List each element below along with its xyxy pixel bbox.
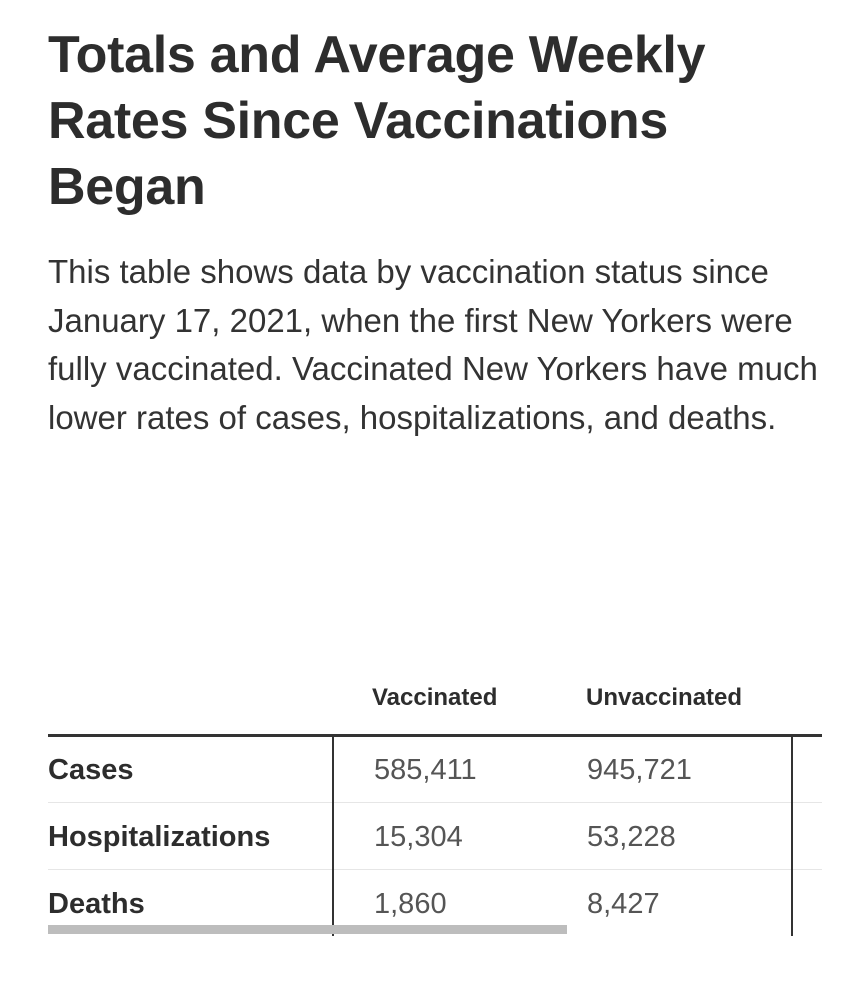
row-label: Cases xyxy=(48,754,134,786)
column-header-unvaccinated: Unvaccinated xyxy=(586,684,743,711)
column-header-vaccinated: Vaccinated xyxy=(372,684,498,711)
cell-vaccinated: 15,304 xyxy=(374,821,463,853)
data-table: Vaccinated Unvaccinated Cases 585,411 94… xyxy=(48,670,822,936)
horizontal-scrollbar[interactable] xyxy=(48,925,567,934)
column-divider-right xyxy=(791,737,793,936)
cell-vaccinated: 1,860 xyxy=(374,888,447,920)
table-header-row: Vaccinated Unvaccinated xyxy=(48,670,822,737)
header-divider xyxy=(48,734,822,737)
table-row-deaths: Deaths 1,860 8,427 xyxy=(48,870,822,936)
page-title: Totals and Average Weekly Rates Since Va… xyxy=(48,26,706,216)
table-row-hospitalizations: Hospitalizations 15,304 53,228 xyxy=(48,803,822,870)
cell-unvaccinated: 8,427 xyxy=(587,888,660,920)
row-label: Deaths xyxy=(48,888,145,920)
cell-unvaccinated: 53,228 xyxy=(587,821,676,853)
intro-paragraph: This table shows data by vaccination sta… xyxy=(48,253,818,436)
cell-vaccinated: 585,411 xyxy=(374,754,477,786)
table-body: Cases 585,411 945,721 Hospitalizations 1… xyxy=(48,736,822,936)
row-label: Hospitalizations xyxy=(48,821,271,853)
column-divider-left xyxy=(332,737,334,936)
table-row-cases: Cases 585,411 945,721 xyxy=(48,736,822,803)
cell-unvaccinated: 945,721 xyxy=(587,754,692,786)
